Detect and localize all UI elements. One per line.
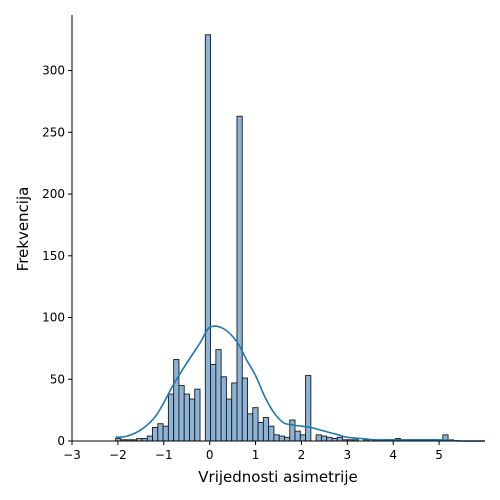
histogram-bar bbox=[204, 34, 212, 442]
y-tick-label: 100 bbox=[42, 311, 65, 325]
x-tick-label: −3 bbox=[63, 448, 81, 462]
histogram-bar bbox=[215, 349, 222, 442]
x-tick-label: 1 bbox=[252, 448, 260, 462]
histogram-bar bbox=[162, 425, 169, 442]
histogram-bar bbox=[320, 435, 328, 442]
histogram-bars bbox=[115, 34, 454, 442]
histogram-bar bbox=[173, 359, 180, 442]
histogram-bar bbox=[268, 425, 275, 442]
histogram-bar bbox=[247, 413, 254, 442]
x-axis-ticks: −3 −2 −1 0 1 2 3 4 5 bbox=[63, 441, 443, 462]
histogram-bar bbox=[236, 115, 243, 442]
histogram-bar bbox=[284, 436, 291, 442]
y-tick-label: 300 bbox=[42, 64, 65, 78]
y-tick-label: 200 bbox=[42, 187, 65, 201]
x-axis-title: Vrijednosti asimetrije bbox=[198, 468, 357, 486]
histogram-bar bbox=[210, 363, 217, 442]
histogram-bar bbox=[183, 393, 190, 442]
histogram-bar bbox=[152, 426, 159, 442]
y-axis-ticks: 0 50 100 150 200 250 300 bbox=[42, 64, 72, 448]
histogram-bar bbox=[220, 376, 227, 442]
x-tick-label: 4 bbox=[389, 448, 397, 462]
histogram-bar bbox=[231, 382, 238, 442]
histogram-bar bbox=[278, 435, 285, 442]
histogram-bar bbox=[326, 436, 333, 442]
y-axis-title: Frekvencija bbox=[14, 187, 32, 272]
histogram-bar bbox=[299, 434, 307, 442]
x-tick-label: 3 bbox=[344, 448, 352, 462]
x-tick-label: 0 bbox=[206, 448, 214, 462]
histogram-bar bbox=[305, 375, 312, 442]
y-tick-label: 50 bbox=[50, 372, 65, 386]
histogram-bar bbox=[194, 388, 201, 442]
x-tick-label: −2 bbox=[109, 448, 127, 462]
x-tick-label: 5 bbox=[435, 448, 443, 462]
histogram-bar bbox=[146, 435, 153, 442]
x-tick-label: 2 bbox=[298, 448, 306, 462]
histogram-bar bbox=[167, 393, 175, 442]
histogram-bar bbox=[294, 430, 301, 442]
histogram-bar bbox=[273, 434, 280, 442]
histogram-bar bbox=[178, 384, 185, 442]
histogram-bar bbox=[225, 398, 233, 442]
histogram-bar bbox=[252, 407, 259, 442]
histogram-bar bbox=[336, 436, 343, 442]
histogram-bar bbox=[157, 423, 164, 442]
x-tick-label: −1 bbox=[155, 448, 173, 462]
y-tick-label: 150 bbox=[42, 249, 65, 263]
histogram-bar bbox=[257, 422, 264, 442]
y-tick-label: 250 bbox=[42, 125, 65, 139]
histogram-bar bbox=[289, 419, 296, 442]
kde-curve bbox=[115, 325, 486, 442]
histogram-bar bbox=[189, 398, 196, 442]
histogram-bar bbox=[262, 417, 270, 442]
histogram-bar bbox=[315, 434, 322, 442]
y-tick-label: 0 bbox=[57, 434, 65, 448]
histogram-bar bbox=[241, 377, 248, 442]
